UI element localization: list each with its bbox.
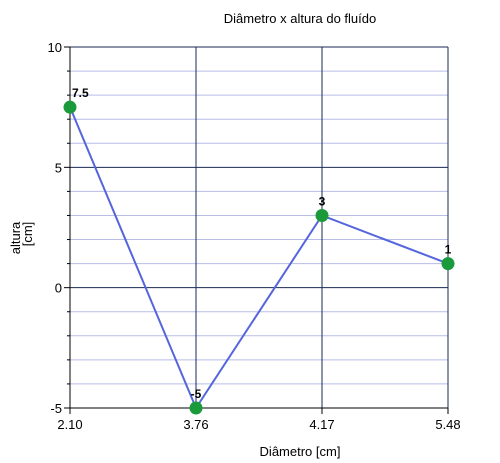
chart-title: Diâmetro x altura do fluído [224,11,376,26]
series-line [69,106,449,411]
series-polyline [69,106,449,411]
data-point [315,208,329,222]
y-tick-label: -5 [50,401,62,416]
x-tick-label: 3.76 [183,417,208,432]
y-tick-label: 5 [55,160,62,175]
x-axis-label: Diâmetro [cm] [260,444,341,459]
data-point [189,401,203,415]
data-point [441,257,455,271]
y-tick-label: 0 [55,281,62,296]
data-label: -5 [191,387,202,401]
minor-gridlines [70,70,448,385]
y-axis-label-line1: altura [8,221,23,254]
data-label: 1 [445,243,452,257]
data-points [63,100,455,415]
x-tick-label: 5.48 [435,417,460,432]
y-axis-label-line2: [cm] [20,222,35,247]
data-labels: 7.5 -5 3 1 [72,86,452,401]
x-tick-label: 2.10 [57,417,82,432]
data-label: 3 [319,194,326,208]
y-tick-labels: 10 5 0 -5 [48,40,62,416]
x-tick-label: 4.17 [309,417,334,432]
y-tick-label: 10 [48,40,62,55]
data-point [63,100,77,114]
x-tick-labels: 2.10 3.76 4.17 5.48 [57,417,460,432]
major-gridlines [70,46,449,409]
data-label: 7.5 [72,86,89,100]
